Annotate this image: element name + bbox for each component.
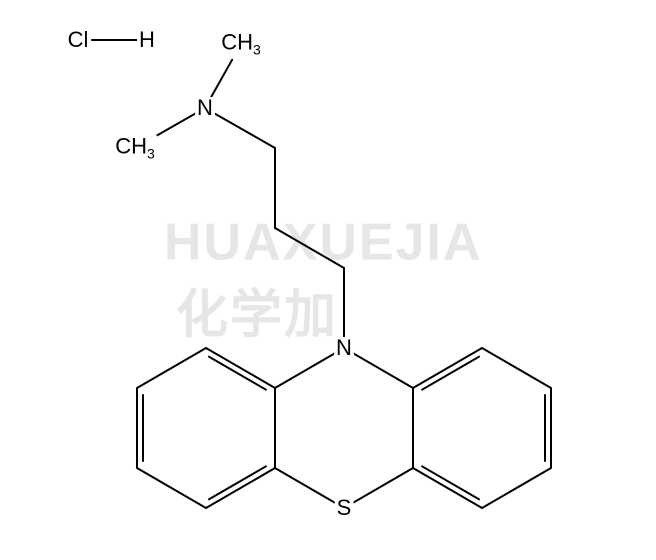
bond	[137, 348, 206, 388]
bond	[275, 468, 335, 503]
bond	[137, 468, 206, 508]
bond	[413, 348, 482, 388]
bond	[206, 348, 275, 388]
bond	[353, 468, 413, 503]
bond	[275, 353, 335, 388]
bond	[214, 113, 275, 148]
bond	[422, 357, 479, 390]
molecule-canvas: HUAXUEJIA 化学加 ClHCH3NCH3NS	[0, 0, 656, 560]
bond	[482, 348, 551, 388]
bond	[210, 60, 232, 100]
bond	[482, 468, 551, 508]
bond	[209, 466, 266, 499]
bond	[275, 228, 344, 268]
bond	[209, 357, 266, 390]
bond	[353, 353, 413, 388]
bond	[413, 468, 482, 508]
bond	[154, 113, 196, 137]
bond-layer	[0, 0, 656, 560]
bond	[206, 468, 275, 508]
bond	[422, 466, 479, 499]
